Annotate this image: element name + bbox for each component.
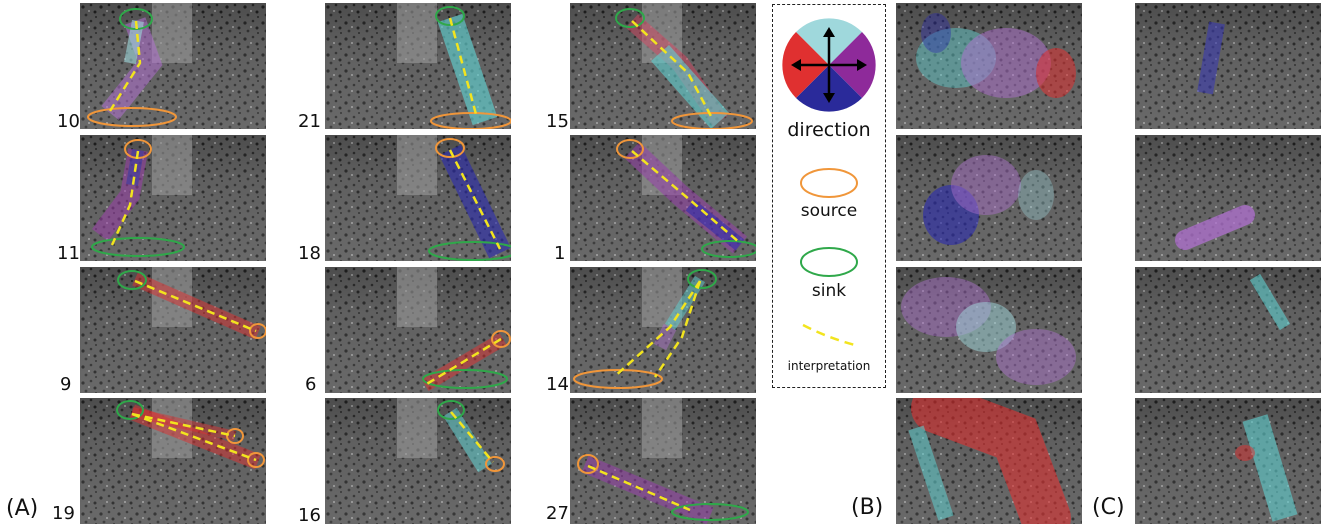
cluster-number: 9	[60, 374, 72, 395]
legend-box: direction source sink interpretation	[772, 4, 886, 388]
sink-ellipse-icon	[800, 247, 858, 277]
scene-tile-10	[80, 3, 266, 129]
scene-tile-11	[80, 135, 266, 261]
scene-tile-6	[325, 267, 511, 393]
cluster-number: 1	[554, 243, 566, 264]
cluster-number: 10	[57, 111, 80, 132]
scene-tile-14	[570, 267, 756, 393]
cluster-number: 16	[298, 505, 321, 526]
scene-tile-16	[325, 398, 511, 524]
legend-source-label: source	[800, 201, 858, 221]
panel-b-tile	[896, 267, 1082, 393]
cluster-number: 6	[305, 374, 317, 395]
cluster-number: 11	[57, 243, 80, 264]
scene-tile-27	[570, 398, 756, 524]
panel-c-label: (C)	[1092, 495, 1125, 520]
panel-b-tile	[896, 135, 1082, 261]
panel-c-tile	[1135, 267, 1321, 393]
panel-c-tile	[1135, 398, 1321, 524]
cluster-number: 18	[298, 243, 321, 264]
cluster-number: 21	[298, 111, 321, 132]
panel-c-tile	[1135, 135, 1321, 261]
source-ellipse-icon	[800, 168, 858, 198]
direction-wheel-icon	[782, 18, 876, 112]
panel-b-tile	[896, 398, 1082, 524]
scene-tile-19	[80, 398, 266, 524]
scene-tile-15	[570, 3, 756, 129]
interpretation-line-icon	[802, 323, 856, 347]
scene-tile-21	[325, 3, 511, 129]
cluster-number: 19	[52, 503, 75, 524]
panel-b-label: (B)	[851, 495, 884, 520]
scene-tile-1	[570, 135, 756, 261]
panel-c-tile	[1135, 3, 1321, 129]
legend-sink-label: sink	[811, 281, 847, 301]
cluster-number: 27	[546, 503, 569, 524]
scene-tile-9	[80, 267, 266, 393]
panel-a-label: (A)	[6, 496, 39, 521]
scene-tile-18	[325, 135, 511, 261]
cluster-number: 15	[546, 111, 569, 132]
panel-b-tile	[896, 3, 1082, 129]
cluster-number: 14	[546, 374, 569, 395]
legend-interpretation-label: interpretation	[787, 359, 871, 373]
legend-direction-label: direction	[787, 119, 871, 141]
